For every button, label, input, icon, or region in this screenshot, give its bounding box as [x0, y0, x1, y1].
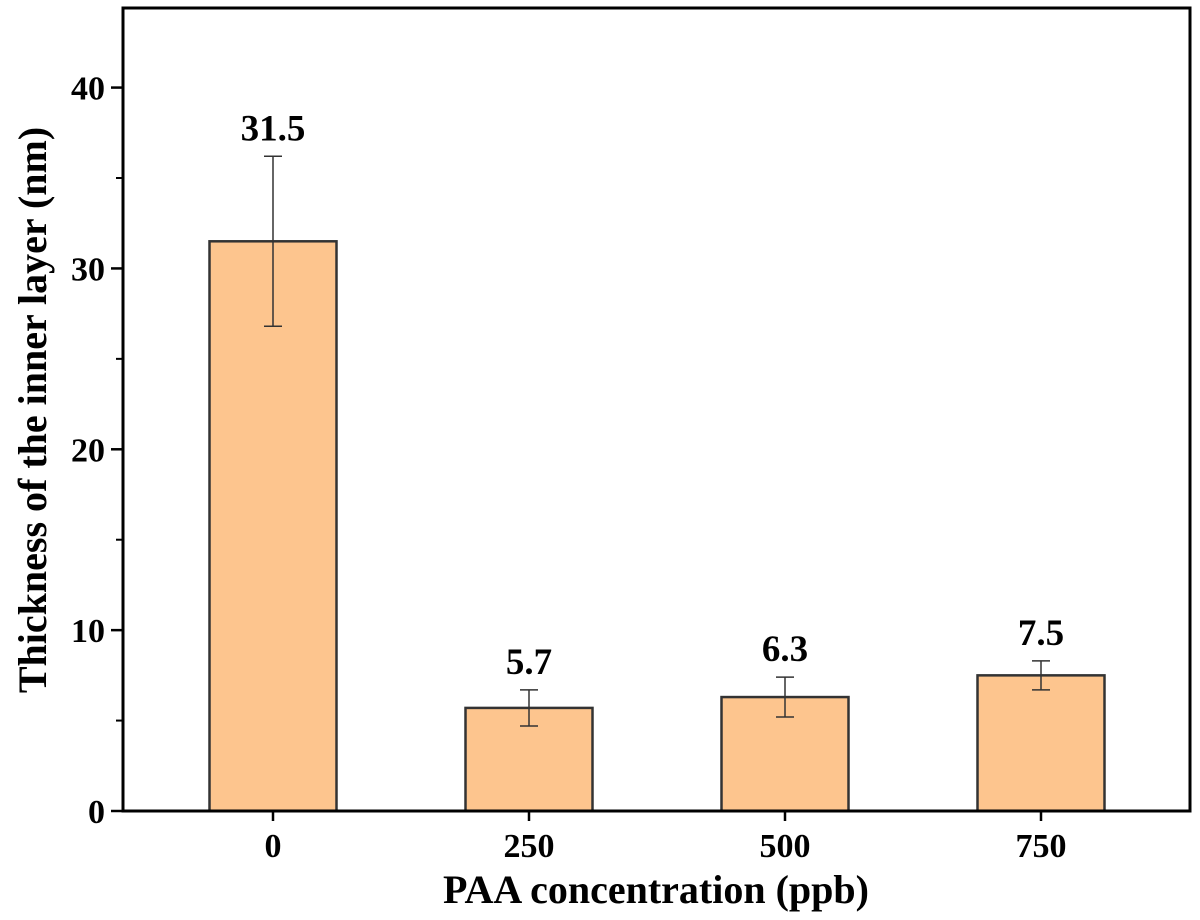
error-bar-750 [1032, 660, 1050, 691]
error-bar-250 [520, 689, 538, 727]
data-label-0: 31.5 [241, 108, 306, 149]
data-labels: 31.5 5.7 6.3 7.5 [241, 108, 1065, 683]
y-tick-label-0: 0 [88, 794, 105, 831]
y-tick-label-20: 20 [71, 432, 105, 469]
bar-750 [976, 674, 1106, 813]
data-label-500: 6.3 [762, 629, 808, 670]
x-tick-label-750: 750 [1016, 828, 1067, 865]
error-bar-0 [264, 155, 282, 328]
data-label-250: 5.7 [506, 642, 552, 683]
y-tick-label-40: 40 [71, 71, 105, 108]
x-tick-label-250: 250 [504, 828, 555, 865]
x-ticks: 0 250 500 750 [265, 811, 1067, 865]
y-axis-title: Thickness of the inner layer (nm) [10, 127, 55, 693]
x-tick-label-500: 500 [760, 828, 811, 865]
y-tick-label-10: 10 [71, 613, 105, 650]
plot-frame [121, 6, 1192, 813]
error-bars [264, 155, 1050, 727]
bars [208, 240, 1106, 813]
bar-0 [208, 240, 338, 813]
x-axis-title: PAA concentration (ppb) [443, 867, 869, 912]
error-bar-500 [776, 676, 794, 718]
y-ticks: 0 10 20 30 40 [71, 71, 123, 831]
y-tick-label-30: 30 [71, 251, 105, 288]
data-label-750: 7.5 [1018, 613, 1064, 654]
x-tick-label-0: 0 [265, 828, 282, 865]
